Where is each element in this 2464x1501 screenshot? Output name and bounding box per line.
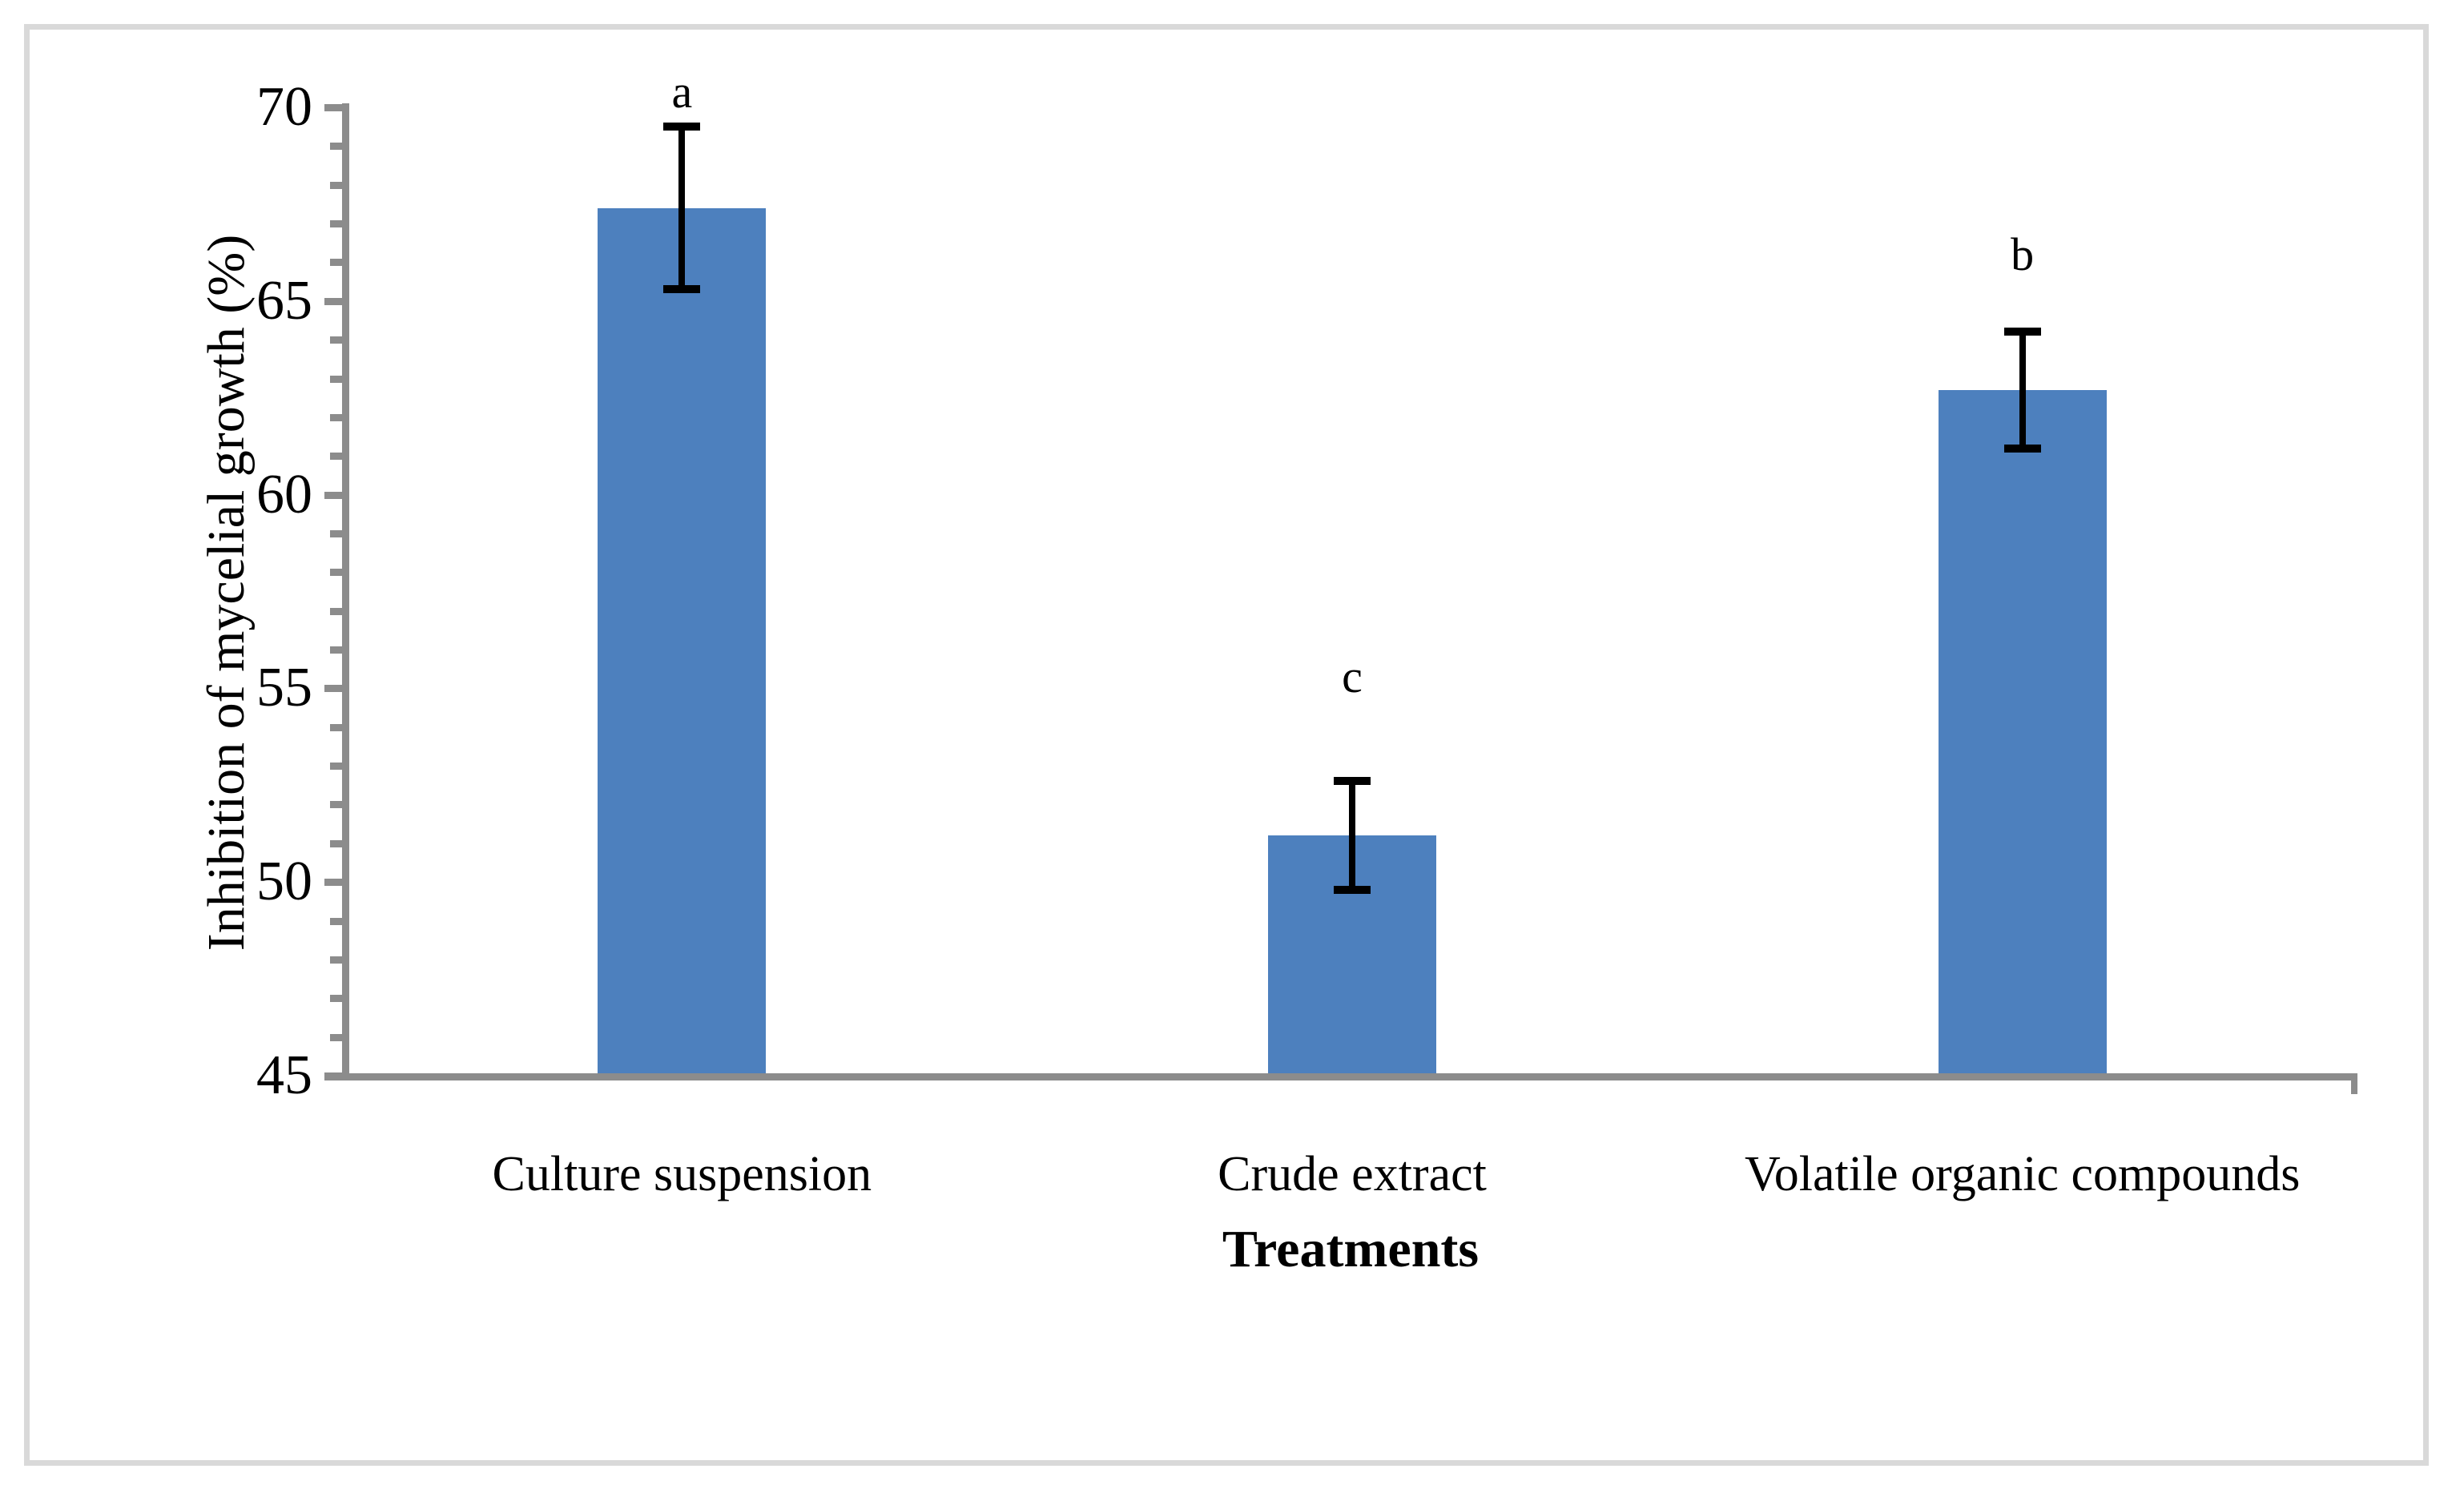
- x-axis-line: [324, 1073, 2357, 1080]
- error-bar-line: [678, 127, 686, 290]
- y-major-tick: [324, 104, 347, 111]
- y-tick-label: 60: [256, 463, 312, 525]
- y-minor-tick: [330, 801, 347, 809]
- significance-letter: b: [2011, 227, 2035, 280]
- y-major-tick: [324, 685, 347, 693]
- y-tick-label: 50: [256, 851, 312, 913]
- y-tick-label: 45: [256, 1044, 312, 1106]
- y-minor-tick: [330, 143, 347, 151]
- y-axis-line: [342, 103, 349, 1080]
- y-tick-label: 70: [256, 76, 312, 138]
- y-minor-tick: [330, 220, 347, 228]
- error-bar-cap-top: [1334, 777, 1371, 786]
- y-tick-label: 65: [256, 269, 312, 332]
- x-axis-title: Treatments: [1222, 1220, 1480, 1278]
- error-bar-cap-top: [663, 123, 701, 131]
- x-category-label: Crude extract: [1218, 1147, 1487, 1201]
- y-major-tick: [324, 297, 347, 305]
- x-category-label: Culture suspension: [492, 1147, 872, 1201]
- y-minor-tick: [330, 336, 347, 344]
- error-bar-cap-bottom: [663, 285, 701, 294]
- x-axis-end-tick: [2351, 1073, 2357, 1094]
- error-bar-line: [2019, 332, 2026, 449]
- y-minor-tick: [330, 569, 347, 577]
- y-minor-tick: [330, 917, 347, 925]
- y-minor-tick: [330, 1033, 347, 1041]
- y-minor-tick: [330, 529, 347, 537]
- y-axis-title: Inhibition of mycelial growth (%): [197, 234, 256, 952]
- y-minor-tick: [330, 375, 347, 383]
- y-minor-tick: [330, 723, 347, 731]
- y-minor-tick: [330, 607, 347, 615]
- y-minor-tick: [330, 413, 347, 421]
- error-bar-cap-top: [2003, 328, 2041, 336]
- error-bar-cap-bottom: [1334, 885, 1371, 894]
- y-major-tick: [324, 491, 347, 499]
- y-major-tick: [324, 879, 347, 887]
- y-minor-tick: [330, 259, 347, 267]
- error-bar-line: [1349, 781, 1355, 890]
- y-minor-tick: [330, 956, 347, 964]
- y-minor-tick: [330, 181, 347, 189]
- y-minor-tick: [330, 839, 347, 847]
- y-minor-tick: [330, 763, 347, 771]
- significance-letter: a: [671, 65, 693, 118]
- y-minor-tick: [330, 995, 347, 1003]
- y-minor-tick: [330, 646, 347, 654]
- bar: [1938, 390, 2107, 1074]
- y-tick-label: 55: [256, 657, 312, 719]
- y-minor-tick: [330, 453, 347, 461]
- x-category-label: Volatile organic compounds: [1744, 1147, 2301, 1201]
- bar: [598, 207, 767, 1074]
- error-bar-cap-bottom: [2003, 444, 2041, 453]
- significance-letter: c: [1342, 650, 1363, 702]
